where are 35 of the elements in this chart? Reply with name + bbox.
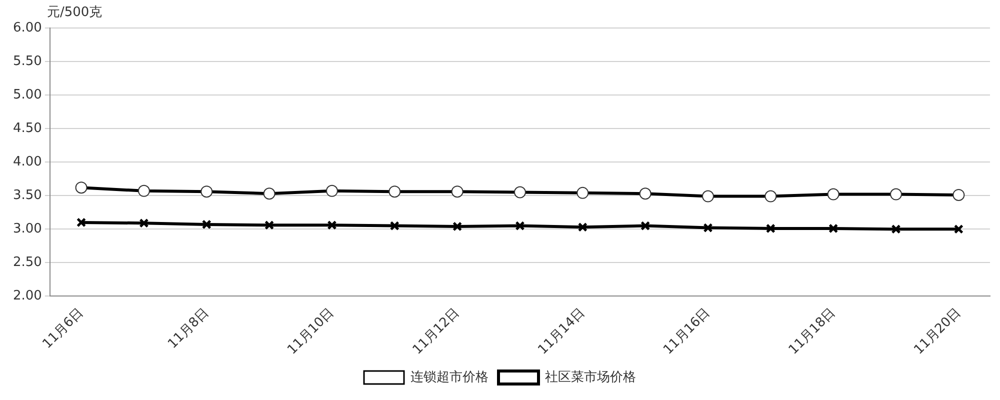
x-tick-label: 11月14日 — [535, 305, 588, 358]
legend-label: 连锁超市价格 — [410, 370, 488, 385]
point — [891, 224, 901, 234]
x-tick-label: 11月10日 — [284, 305, 338, 358]
point — [515, 221, 525, 231]
x-tick-label: 11月8日 — [165, 305, 212, 352]
point — [76, 218, 86, 228]
x-tick-label: 11月16日 — [660, 305, 714, 358]
point — [766, 224, 776, 234]
point — [954, 224, 964, 234]
x-tick-label: 11月18日 — [786, 305, 839, 358]
point — [327, 220, 337, 230]
point — [828, 224, 838, 234]
y-tick-label: 2.50 — [12, 255, 42, 270]
point — [578, 222, 588, 232]
x-tick-label: 11月12日 — [410, 305, 463, 358]
y-tick-label: 5.50 — [12, 54, 42, 69]
x-tick-label: 11月20日 — [911, 305, 964, 358]
y-tick-label: 6.00 — [12, 20, 42, 36]
point — [202, 220, 212, 230]
x-tick-label: 11月6日 — [40, 305, 86, 352]
point — [452, 222, 462, 232]
point — [703, 223, 713, 233]
y-tick-label: 3.50 — [12, 188, 42, 203]
y-tick-label: 5.00 — [12, 87, 42, 102]
y-tick-label: 4.50 — [12, 120, 42, 136]
y-axis-title: 元/500克 — [47, 4, 102, 20]
point — [139, 218, 149, 228]
y-tick-label: 3.00 — [12, 222, 42, 237]
y-tick-label: 2.00 — [12, 288, 42, 304]
legend-label: 社区菜市场价格 — [545, 370, 636, 385]
point — [390, 221, 400, 231]
point — [640, 221, 650, 231]
point — [264, 220, 274, 230]
y-tick-label: 4.00 — [12, 154, 42, 170]
